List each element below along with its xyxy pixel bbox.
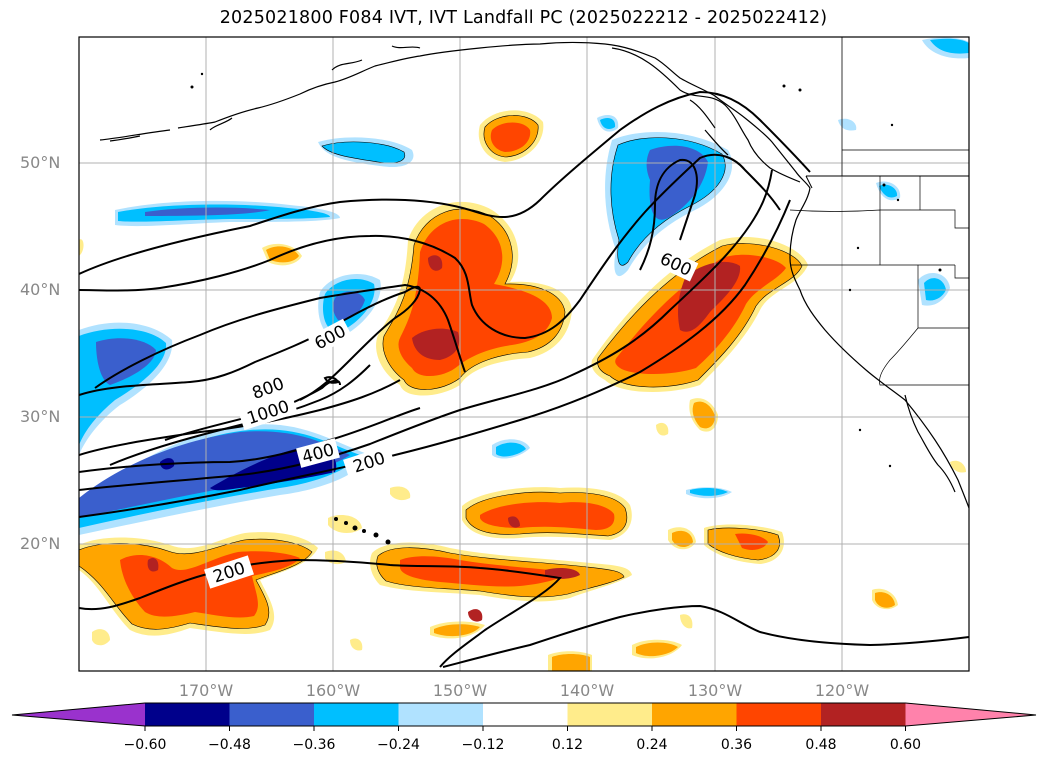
plot-frame [78,36,970,672]
colorbar-cell [652,703,737,726]
lat-label-20n: 20°N [20,534,61,553]
colorbar-tick-label: 0.48 [805,737,837,753]
colorbar-ticks [144,726,906,731]
state-borders [789,37,969,386]
lon-label-170w: 170°W [178,681,234,700]
colorbar-extend-high [905,703,1036,726]
colorbar-cell [821,703,906,726]
contour-label-group [204,246,699,589]
colorbar-cell [736,703,821,726]
lon-label-140w: 140°W [559,681,615,700]
islands [190,72,942,545]
ivt-contours [79,90,969,668]
colorbar-tick-label: 0.60 [889,737,922,753]
colorbar [11,702,1037,731]
lon-label-150w: 150°W [432,681,488,700]
colorbar-tick-label: −0.36 [292,737,336,753]
colorbar-tick-label: 0.24 [636,737,668,753]
colorbar-tick-label: −0.48 [208,737,251,753]
lat-label-50n: 50°N [20,153,61,172]
colorbar-tick-label: −0.12 [461,737,505,753]
colorbar-tick-label: −0.24 [377,737,420,753]
colorbar-cell [229,703,314,726]
lon-label-120w: 120°W [814,681,870,700]
colorbar-cell [314,703,399,726]
lat-label-40n: 40°N [20,280,61,299]
coastlines [99,41,969,509]
map-title: 2025021800 F084 IVT, IVT Landfall PC (20… [219,8,828,28]
colorbar-tick-label: −0.60 [123,737,167,753]
lon-label-160w: 160°W [305,681,361,700]
colorbar-cell [483,703,568,726]
lat-label-30n: 30°N [20,407,61,426]
colorbar-tick-label: 0.36 [720,737,753,753]
colorbar-cell [145,703,230,726]
colorbar-extend-low [12,703,145,726]
colorbar-cell [398,703,483,726]
colorbar-cell [567,703,652,726]
lon-label-130w: 130°W [687,681,743,700]
colorbar-tick-label: 0.12 [551,737,584,753]
